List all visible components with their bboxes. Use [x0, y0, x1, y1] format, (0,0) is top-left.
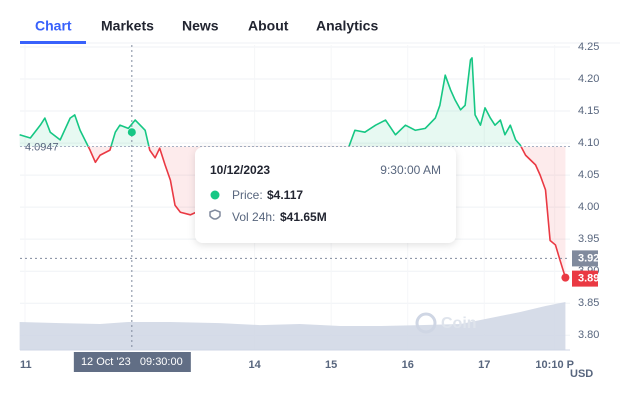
tab[interactable]: Analytics: [316, 18, 378, 34]
last-price-box: [572, 270, 598, 287]
last-price-dot: [561, 273, 570, 282]
hover-point: [127, 128, 136, 137]
tab[interactable]: Markets: [101, 18, 154, 34]
volume-legend-icon: [209, 209, 221, 220]
x-tick-label: 10:10 P: [535, 359, 574, 371]
y-tick-label: 4.15: [578, 105, 599, 117]
tooltip-time: 9:30:00 AM: [380, 163, 441, 177]
tooltip-box: [195, 147, 456, 243]
y-tick-label: 4.00: [578, 201, 599, 213]
y-tick-label: 3.85: [578, 297, 599, 309]
crosshair-x-box: [73, 352, 191, 372]
crosshair-y-box: [572, 250, 598, 267]
y-tick-label: 4.05: [578, 169, 599, 181]
baseline-label: 4.0947: [25, 141, 59, 153]
currency: USD: [570, 368, 593, 380]
y-tick-label: 4.10: [578, 137, 599, 149]
tabs: Chart Markets News About Analytics: [35, 18, 378, 34]
x-tick-label: 11: [20, 359, 32, 371]
tab[interactable]: Chart: [35, 18, 72, 34]
watermark-logo: [415, 312, 437, 334]
tooltip-date: 10/12/2023: [210, 163, 270, 177]
y-tick-label: 4.20: [578, 73, 599, 85]
y-tick-label: 3.95: [578, 233, 599, 245]
y-tick-label: 4.25: [578, 41, 599, 53]
tab[interactable]: News: [182, 18, 219, 34]
y-tick-label: 3.80: [578, 329, 599, 341]
active-tab-underline: [20, 41, 86, 44]
tooltip-price-label: Price:: [232, 188, 263, 202]
x-tick-label: 17: [478, 359, 490, 371]
crosshair-x-label: 12 Oct '23 09:30:00: [81, 356, 183, 368]
watermark: Coin: [441, 315, 477, 332]
tooltip-price: $4.117: [267, 188, 303, 202]
overlay: 4.0947 12 Oct '23 09:30:00 3.92 3.89: [20, 45, 599, 372]
x-tick-label: 14: [248, 359, 261, 371]
price-legend-dot: [210, 190, 220, 200]
price-line: [19, 57, 522, 147]
volume-area: [19, 301, 566, 350]
price-line: [87, 146, 567, 278]
tooltip-volume-label: Vol 24h:: [232, 210, 275, 224]
tab[interactable]: About: [248, 18, 289, 34]
crosshair-y-label: 3.92: [578, 252, 599, 264]
tooltip-volume: $41.65M: [280, 210, 327, 224]
x-tick-label: 16: [402, 359, 414, 371]
last-price-label: 3.89: [578, 273, 599, 285]
price-area: [19, 57, 522, 147]
volume: [19, 301, 566, 350]
tooltip: 10/12/2023 9:30:00 AM Price: $4.117 Vol …: [195, 147, 456, 243]
x-tick-label: 15: [325, 359, 337, 371]
